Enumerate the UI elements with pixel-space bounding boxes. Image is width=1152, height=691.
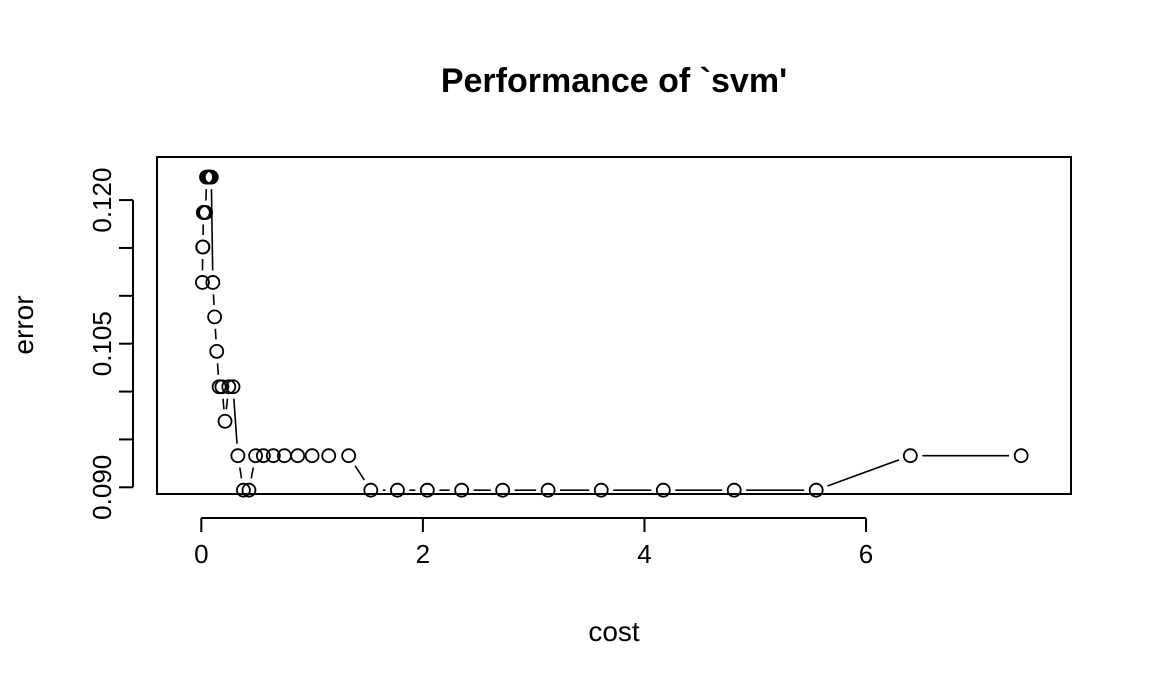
chart-title: Performance of `svm': [441, 62, 787, 100]
data-point: [195, 275, 210, 290]
data-point: [808, 482, 824, 498]
data-point: [363, 482, 379, 498]
data-point: [390, 482, 405, 498]
data-point: [203, 169, 219, 185]
x-axis-label: cost: [588, 616, 640, 647]
x-tick-label: 4: [637, 539, 651, 569]
series-points: [195, 169, 1029, 498]
data-point: [236, 482, 251, 498]
series-line-segment: [233, 398, 238, 444]
series-line-segment: [250, 467, 255, 479]
data-point: [198, 205, 214, 220]
x-tick-label: 6: [859, 539, 873, 569]
data-point: [230, 448, 246, 464]
series-line-segment: [214, 328, 217, 340]
x-axis: 0 2 4 6: [194, 517, 873, 569]
series-line-segment: [212, 294, 215, 305]
data-point: [304, 448, 320, 464]
x-tick-label: 2: [416, 539, 430, 569]
data-point: [217, 413, 233, 429]
data-point: [341, 448, 357, 464]
data-point: [419, 482, 435, 498]
y-axis-label: error: [8, 295, 39, 354]
y-tick-label: 0.120: [87, 168, 117, 233]
data-point: [1013, 448, 1029, 464]
series-line-segment: [225, 398, 229, 410]
data-point: [321, 448, 337, 464]
series-line-segment: [222, 398, 225, 410]
data-point: [214, 379, 230, 395]
data-point: [248, 448, 264, 464]
data-point: [290, 448, 306, 464]
data-point: [209, 343, 225, 359]
plot-frame: [156, 156, 1072, 495]
series-line-segment: [216, 363, 220, 375]
data-point: [255, 448, 271, 464]
data-point: [265, 448, 281, 464]
data-point: [225, 379, 241, 395]
data-point: [902, 448, 918, 464]
data-point: [205, 275, 221, 290]
series-line-segment: [354, 465, 366, 481]
data-point: [540, 482, 556, 498]
data-point: [207, 309, 223, 325]
data-point: [726, 482, 742, 498]
series-line-segment: [238, 467, 243, 479]
data-point: [593, 482, 609, 498]
y-axis: 0.090 0.105 0.120: [87, 168, 134, 520]
series-line-segment: [827, 459, 900, 487]
data-point: [495, 482, 511, 498]
x-tick-label: 0: [194, 539, 208, 569]
data-point: [454, 482, 470, 498]
data-point: [241, 482, 257, 498]
series-line-segment: [210, 189, 214, 271]
y-tick-label: 0.105: [87, 311, 117, 376]
data-point: [195, 239, 211, 255]
data-point: [221, 379, 237, 395]
y-tick-label: 0.090: [87, 455, 117, 520]
series-lines: [201, 189, 1010, 491]
data-point: [655, 482, 671, 498]
